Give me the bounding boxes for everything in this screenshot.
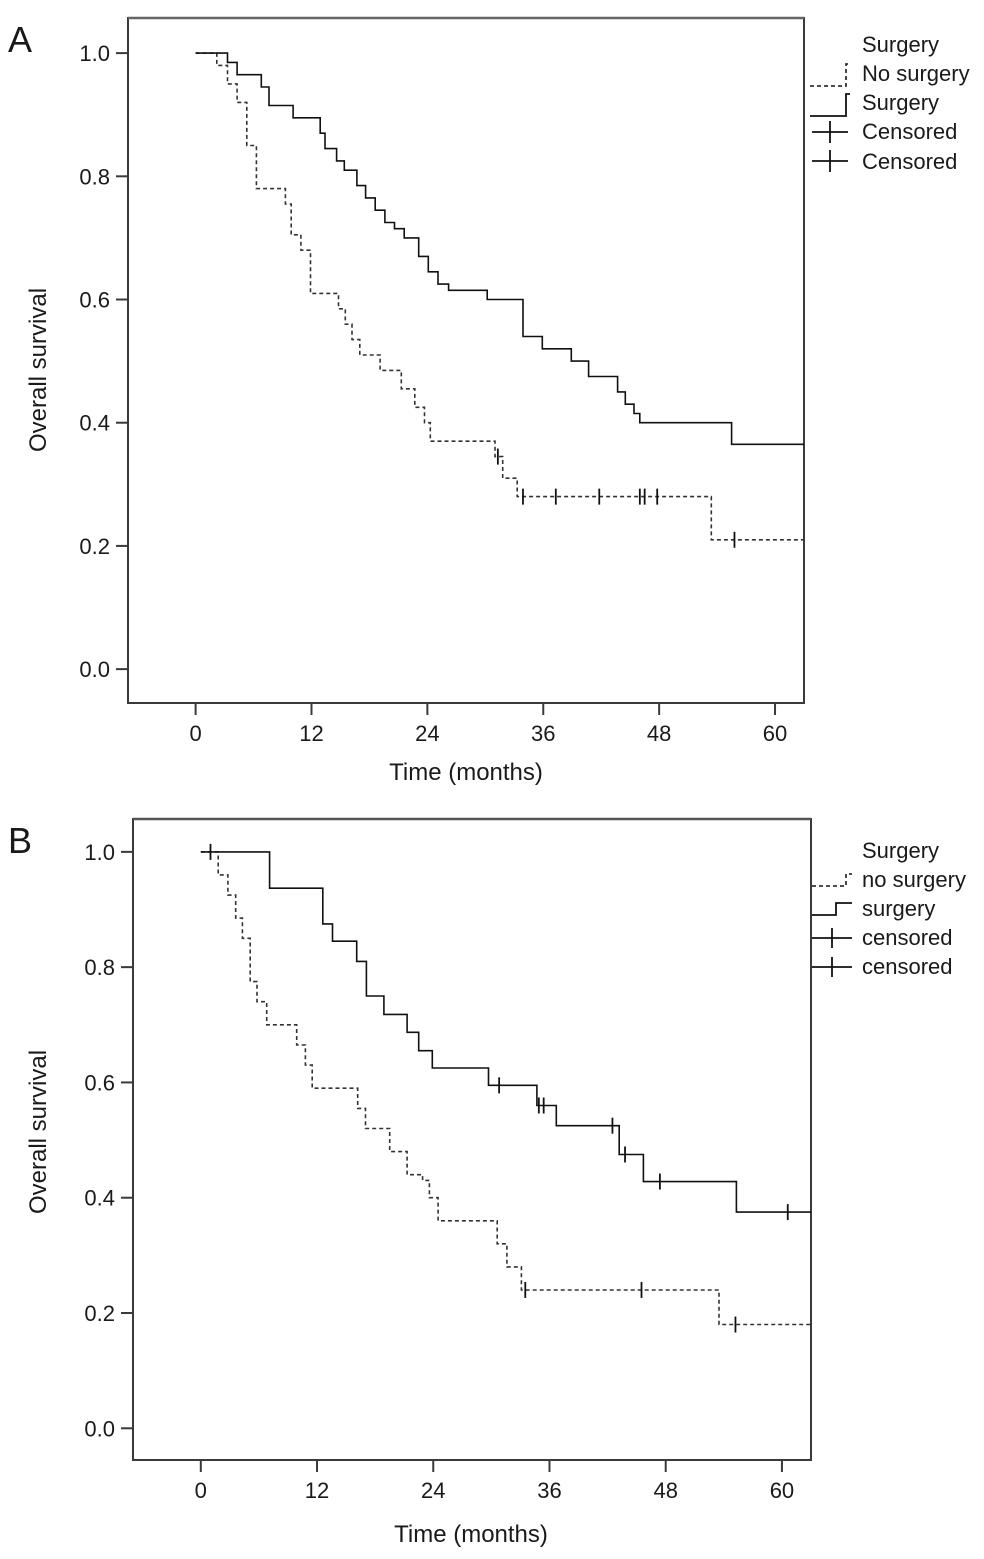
y-tick-label: 1.0 xyxy=(79,41,110,66)
y-tick-label: 0.4 xyxy=(79,411,110,436)
panel-a-legend-censored-2: Censored xyxy=(862,149,957,174)
panel-b-legend-censored-1: censored xyxy=(862,925,953,950)
y-tick-label: 1.0 xyxy=(84,840,115,865)
no-surgery-curve xyxy=(195,52,804,541)
panel-b-series xyxy=(200,843,811,1333)
legend-censor-mark-icon xyxy=(812,957,852,977)
panel-a-legend-censored-1: Censored xyxy=(862,119,957,144)
panel-b-legend-title: Surgery xyxy=(862,838,939,863)
panel-b-legend-surgery: surgery xyxy=(862,896,935,921)
y-tick-label: 0.0 xyxy=(79,657,110,682)
x-tick-label: 48 xyxy=(653,1478,677,1503)
x-tick-label: 48 xyxy=(647,721,671,746)
x-tick-label: 24 xyxy=(415,721,439,746)
x-tick-label: 36 xyxy=(531,721,555,746)
surgery-curve xyxy=(195,52,804,446)
legend-censor-mark-icon xyxy=(812,928,852,948)
panel-a-x-axis: 0 12 24 36 48 60 xyxy=(189,703,787,746)
panel-a-series xyxy=(195,52,804,548)
x-tick-label: 12 xyxy=(305,1478,329,1503)
y-tick-label: 0.2 xyxy=(84,1301,115,1326)
legend-censor-mark-icon xyxy=(812,121,848,143)
y-tick-label: 0.2 xyxy=(79,534,110,559)
panel-a-plot-area xyxy=(127,17,805,704)
x-tick-label: 36 xyxy=(537,1478,561,1503)
panel-b-legend-no-surgery: no surgery xyxy=(862,867,966,892)
legend-dashed-step-icon xyxy=(812,873,852,887)
panel-b-x-axis: 0 12 24 36 48 60 xyxy=(195,1460,794,1503)
panel-b-plot-area xyxy=(132,818,812,1461)
panel-b-y-axis-title: Overall survival xyxy=(25,1050,52,1214)
panel-a-legend-title: Surgery xyxy=(862,32,939,57)
legend-dashed-step-icon xyxy=(810,63,850,87)
no-surgery-curve xyxy=(200,851,811,1326)
panel-a-y-axis-title: Overall survival xyxy=(25,288,52,452)
y-tick-label: 0.6 xyxy=(79,288,110,313)
panel-a: A 0.0 0.2 0.4 0.6 0.8 1.0 0 12 24 36 48 60 Time (m… xyxy=(8,16,970,786)
panel-a-legend: Surgery No surgery Surgery Censored Cens… xyxy=(810,32,970,174)
panel-b-label: B xyxy=(8,820,32,861)
panel-a-legend-surgery: Surgery xyxy=(862,90,939,115)
y-tick-label: 0.8 xyxy=(84,955,115,980)
x-tick-label: 60 xyxy=(770,1478,794,1503)
panel-a-y-axis: 0.0 0.2 0.4 0.6 0.8 1.0 xyxy=(79,41,128,682)
x-tick-label: 24 xyxy=(421,1478,445,1503)
legend-censor-mark-icon xyxy=(812,150,848,172)
y-tick-label: 0.0 xyxy=(84,1416,115,1441)
panel-a-legend-no-surgery: No surgery xyxy=(862,61,970,86)
panel-b-legend: Surgery no surgery surgery censored cens… xyxy=(812,838,966,979)
y-tick-label: 0.6 xyxy=(84,1070,115,1095)
panel-b-y-axis: 0.0 0.2 0.4 0.6 0.8 1.0 xyxy=(84,840,133,1441)
x-tick-label: 60 xyxy=(763,721,787,746)
x-tick-label: 12 xyxy=(299,721,323,746)
panel-a-label: A xyxy=(8,19,32,60)
panel-a-x-axis-title: Time (months) xyxy=(389,759,543,786)
panel-b-x-axis-title: Time (months) xyxy=(394,1521,548,1548)
panel-b: B 0.0 0.2 0.4 0.6 0.8 1.0 0 12 24 36 48 60 Time (m… xyxy=(8,817,966,1548)
y-tick-label: 0.8 xyxy=(79,164,110,189)
x-tick-label: 0 xyxy=(189,721,201,746)
legend-solid-step-icon xyxy=(812,902,852,916)
surgery-curve xyxy=(200,851,811,1213)
panel-b-legend-censored-2: censored xyxy=(862,954,953,979)
legend-solid-step-icon xyxy=(810,93,850,117)
x-tick-label: 0 xyxy=(195,1478,207,1503)
y-tick-label: 0.4 xyxy=(84,1186,115,1211)
